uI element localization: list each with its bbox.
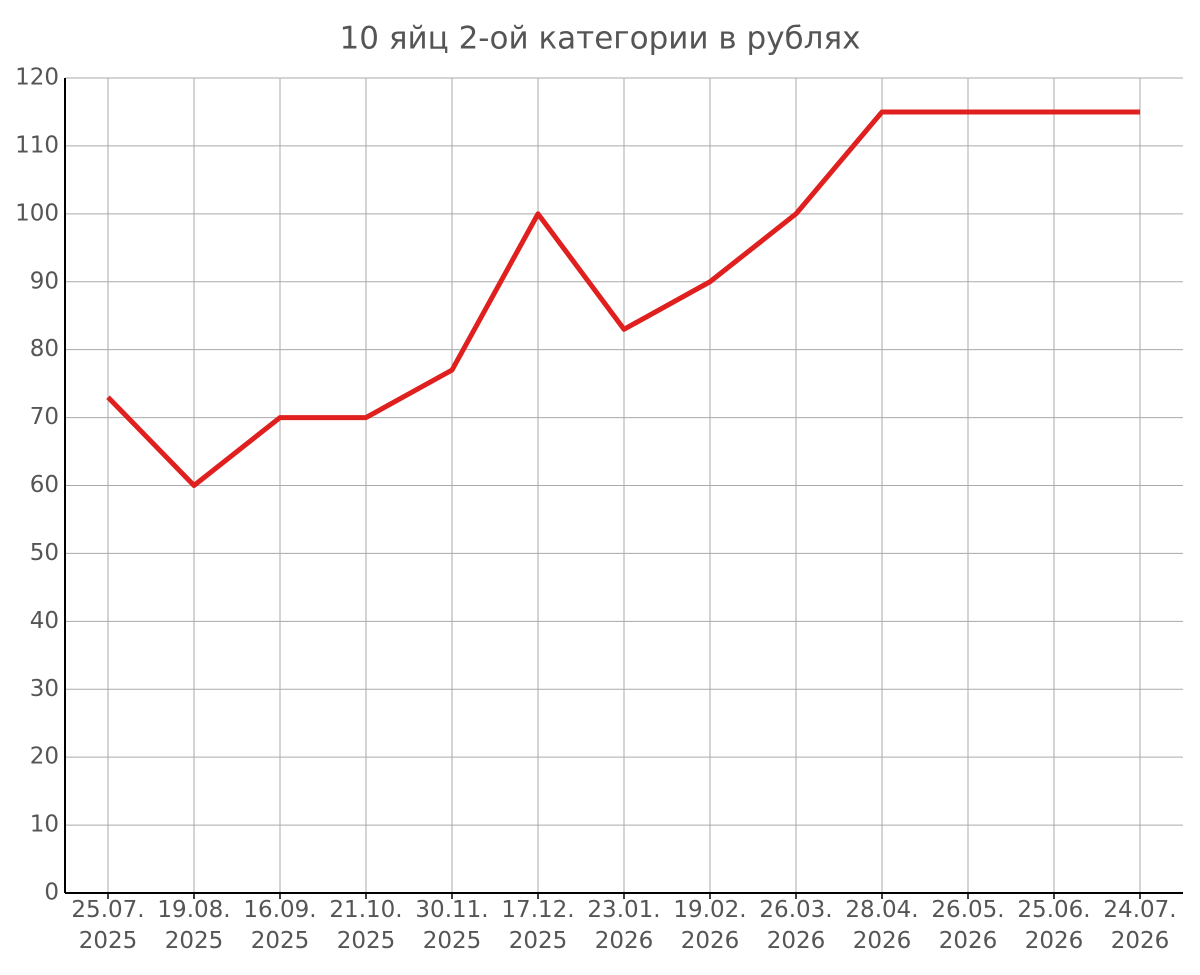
x-tick-label: 23.01. 2026 — [587, 897, 661, 954]
x-tick-label: 26.05. 2026 — [931, 897, 1005, 954]
x-tick-label: 17.12. 2025 — [501, 897, 575, 954]
y-tick-label: 10 — [30, 812, 59, 838]
x-tick-label: 16.09. 2025 — [243, 897, 317, 954]
x-tick-label: 28.04. 2026 — [845, 897, 919, 954]
y-tick-label: 40 — [30, 608, 59, 634]
y-tick-label: 60 — [30, 472, 59, 498]
y-tick-label: 50 — [30, 540, 59, 566]
y-tick-label: 20 — [30, 744, 59, 770]
chart-title: 10 яйц 2-ой категории в рублях — [340, 21, 861, 57]
y-tick-label: 80 — [30, 336, 59, 362]
y-tick-label: 30 — [30, 676, 59, 702]
x-tick-label: 25.06. 2026 — [1017, 897, 1091, 954]
y-tick-label: 120 — [15, 65, 59, 91]
x-tick-label: 19.08. 2025 — [157, 897, 231, 954]
y-tick-label: 70 — [30, 404, 59, 430]
x-tick-label: 19.02. 2026 — [673, 897, 747, 954]
y-tick-label: 0 — [44, 880, 59, 906]
x-tick-label: 26.03. 2026 — [759, 897, 833, 954]
line-series — [106, 109, 1140, 488]
y-tick-label: 110 — [15, 132, 59, 158]
y-tick-label: 90 — [30, 268, 59, 294]
x-tick-label: 24.07. 2026 — [1103, 897, 1177, 954]
x-tick-label: 30.11. 2025 — [415, 897, 489, 954]
x-tick-label: 25.07. 2025 — [71, 897, 145, 954]
y-tick-label: 100 — [15, 200, 59, 226]
x-tick-label: 21.10. 2025 — [329, 897, 403, 954]
